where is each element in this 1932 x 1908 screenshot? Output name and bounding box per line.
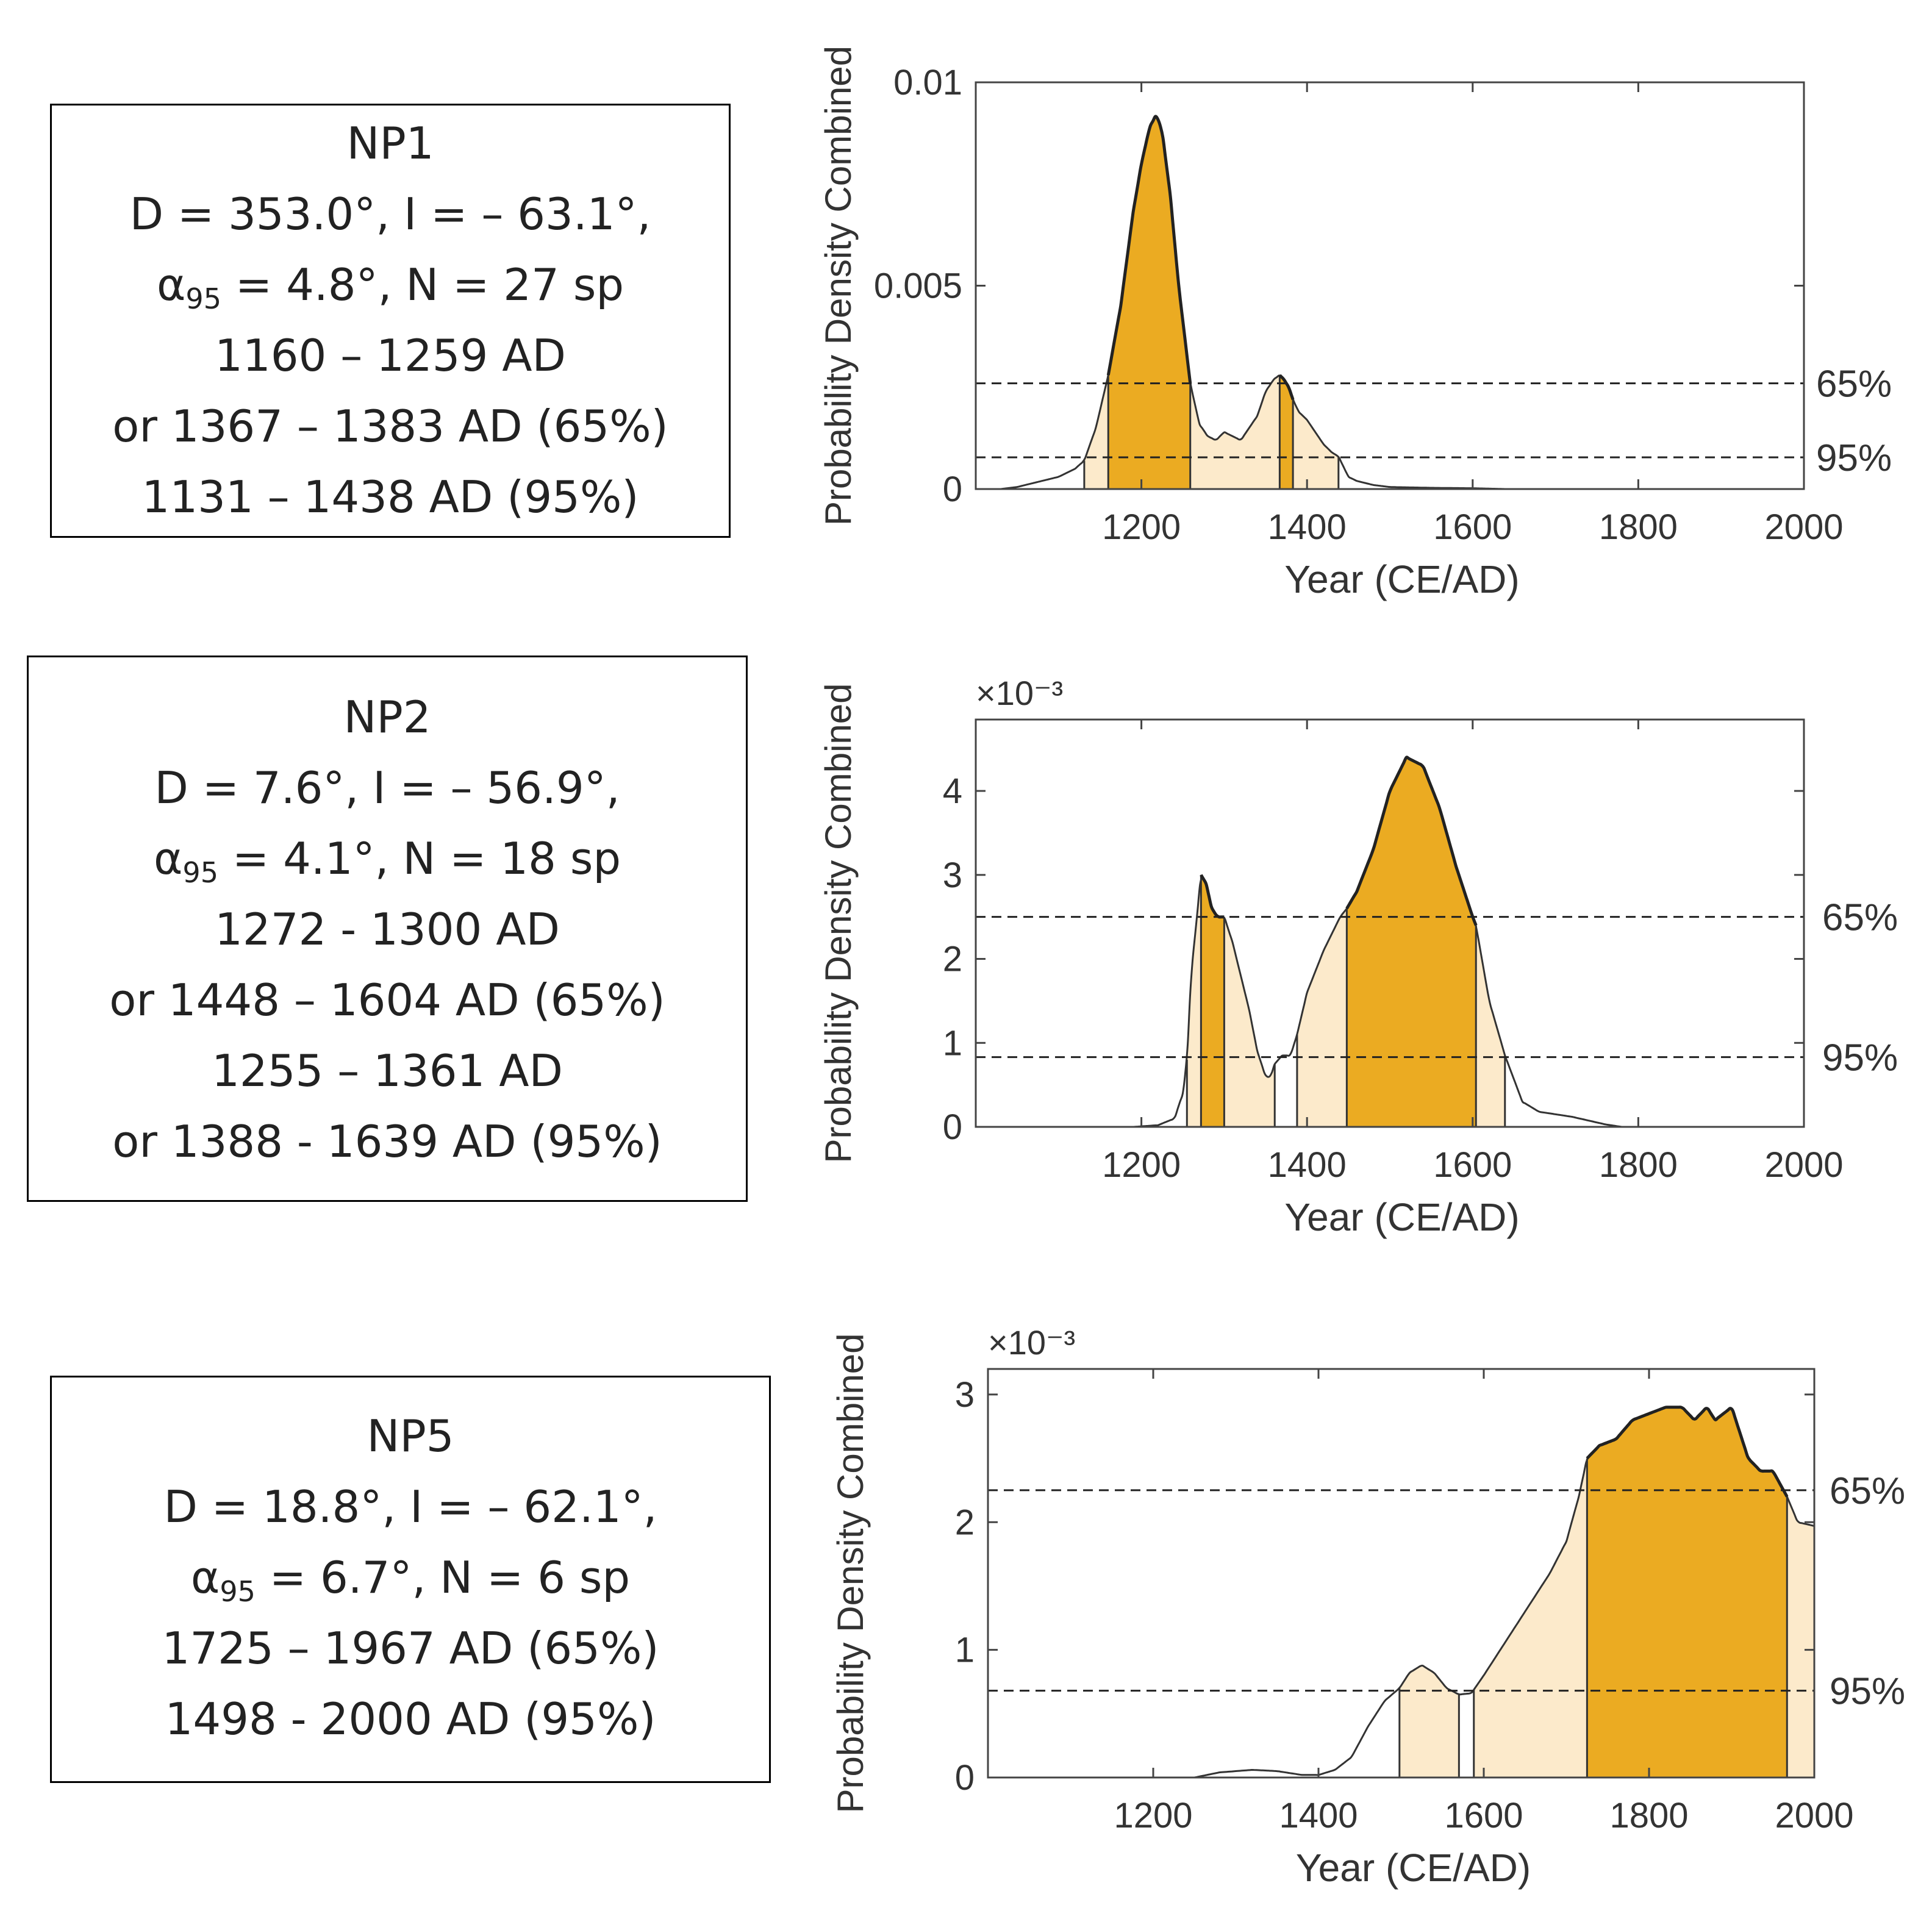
box-direction: D = 18.8°, I = – 62.1°, <box>163 1481 657 1532</box>
chart-np5: 65% 95% 1200 1400 1600 1800 2000 0 1 2 3 ×10⁻³ Year … <box>830 1323 1905 1890</box>
alpha-subscript: 95 <box>182 856 218 889</box>
y-tick-label: 3 <box>955 1375 975 1415</box>
y-exponent-label: ×10⁻³ <box>976 674 1063 712</box>
y-tick-label: 1 <box>955 1631 975 1670</box>
box-alpha-line: α95 = 6.7°, N = 6 sp <box>52 1542 769 1613</box>
axes-box <box>975 718 1805 1128</box>
y-tick-label: 0.005 <box>874 266 962 306</box>
chart-np1: 65% 95% 1200 1400 1600 1800 2000 0 0.005 0.01 Year… <box>818 46 1892 601</box>
box-range: or 1388 - 1639 AD (95%) <box>112 1116 662 1167</box>
chart-np2: 65% 95% 1200 1400 1600 1800 2000 0 1 2 3 4 ×10⁻³ Year… <box>818 674 1898 1239</box>
y-tick-label: 0 <box>955 1758 975 1798</box>
y-exponent-label: ×10⁻³ <box>988 1323 1075 1362</box>
x-tick-label: 1800 <box>1609 1796 1688 1835</box>
box-range: 1131 – 1438 AD (95%) <box>141 471 639 523</box>
box-range: 1255 – 1361 AD <box>212 1045 563 1096</box>
y-tick-label: 2 <box>955 1502 975 1542</box>
alpha-subscript: 95 <box>220 1575 256 1608</box>
hpd-65-region <box>1108 116 1190 489</box>
y-tick-label: 1 <box>943 1023 962 1063</box>
box-range: 1725 – 1967 AD (65%) <box>162 1623 659 1674</box>
y-tick-label: 0 <box>943 1107 962 1147</box>
x-axis-label: Year (CE/AD) <box>1296 1846 1531 1890</box>
x-tick-label: 1200 <box>1102 507 1181 547</box>
x-tick-label: 1400 <box>1279 1796 1358 1835</box>
info-box-np5: NP5 D = 18.8°, I = – 62.1°, α95 = 6.7°, … <box>50 1376 771 1783</box>
density-curve-hpd-65 <box>1106 115 1192 384</box>
y-tick-label: 0.01 <box>893 63 962 102</box>
box-range: 1272 - 1300 AD <box>215 904 560 955</box>
threshold-label: 65% <box>1816 363 1892 406</box>
box-direction: D = 7.6°, I = – 56.9°, <box>154 762 620 813</box>
x-tick-label: 2000 <box>1775 1796 1853 1835</box>
x-tick-label: 1600 <box>1433 1145 1512 1185</box>
box-alpha-line: α95 = 4.8°, N = 27 sp <box>52 249 729 320</box>
density-curve <box>1000 116 1506 490</box>
x-axis-label: Year (CE/AD) <box>1284 557 1519 601</box>
threshold-label: 65% <box>1830 1470 1905 1512</box>
threshold-label: 65% <box>1822 897 1898 939</box>
box-alpha-line: α95 = 4.1°, N = 18 sp <box>29 823 746 894</box>
box-title: NP1 <box>346 118 434 169</box>
density-curve-hpd-65 <box>1586 1406 1789 1498</box>
box-range: or 1367 – 1383 AD (65%) <box>112 401 668 452</box>
x-axis-label: Year (CE/AD) <box>1284 1195 1519 1239</box>
x-tick-label: 1600 <box>1433 507 1512 547</box>
box-title: NP5 <box>367 1410 454 1462</box>
info-box-np2: NP2 D = 7.6°, I = – 56.9°, α95 = 4.1°, N… <box>27 656 748 1202</box>
x-tick-label: 2000 <box>1764 1145 1843 1185</box>
y-axis-label: Probability Density Combined <box>818 46 859 526</box>
threshold-label: 95% <box>1830 1671 1905 1713</box>
hpd-95-region <box>1399 1665 1459 1778</box>
x-tick-label: 1400 <box>1268 1145 1347 1185</box>
alpha-symbol: α <box>190 1552 220 1603</box>
hpd-65-region <box>1347 757 1476 1127</box>
y-tick-label: 4 <box>943 771 962 811</box>
y-tick-label: 3 <box>943 856 962 895</box>
axes-box <box>987 1368 1816 1779</box>
box-direction: D = 353.0°, I = – 63.1°, <box>129 188 651 240</box>
box-range: 1160 – 1259 AD <box>215 330 566 381</box>
hpd-65-region <box>1587 1407 1787 1778</box>
alpha-symbol: α <box>156 259 186 310</box>
alpha-subscript: 95 <box>185 282 221 315</box>
alpha-rest: = 4.8°, N = 27 sp <box>221 259 624 310</box>
alpha-rest: = 4.1°, N = 18 sp <box>218 833 621 884</box>
alpha-symbol: α <box>153 833 183 884</box>
y-tick-label: 0 <box>943 470 962 509</box>
x-tick-label: 1200 <box>1114 1796 1192 1835</box>
alpha-rest: = 6.7°, N = 6 sp <box>255 1552 631 1603</box>
y-tick-label: 2 <box>943 940 962 979</box>
y-axis-label: Probability Density Combined <box>830 1333 871 1813</box>
x-tick-label: 1800 <box>1599 1145 1678 1185</box>
hpd-65-region <box>1201 874 1225 1127</box>
x-tick-label: 1200 <box>1102 1145 1181 1185</box>
threshold-label: 95% <box>1816 437 1892 479</box>
box-range: 1498 - 2000 AD (95%) <box>165 1693 656 1745</box>
x-tick-label: 2000 <box>1764 507 1843 547</box>
threshold-label: 95% <box>1822 1037 1898 1079</box>
x-tick-label: 1600 <box>1444 1796 1523 1835</box>
y-axis-label: Probability Density Combined <box>818 683 859 1163</box>
box-range: or 1448 – 1604 AD (65%) <box>109 974 665 1026</box>
info-box-np1: NP1 D = 353.0°, I = – 63.1°, α95 = 4.8°,… <box>50 104 731 538</box>
density-curve-hpd-65 <box>1345 756 1478 926</box>
x-tick-label: 1800 <box>1599 507 1678 547</box>
box-title: NP2 <box>343 691 431 743</box>
hpd-65-region <box>1279 375 1293 489</box>
x-tick-label: 1400 <box>1268 507 1347 547</box>
